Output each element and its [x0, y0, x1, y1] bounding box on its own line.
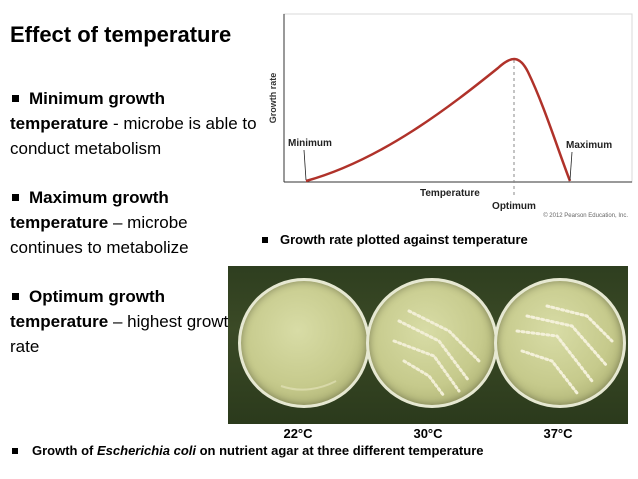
slide-title: Effect of temperature — [10, 22, 232, 47]
growth-rate-graph: Growth rate Minimum Maximum Temperature … — [268, 13, 633, 219]
maximum-pointer — [569, 151, 573, 181]
bullet-maximum: Maximum growth temperature – microbe con… — [10, 185, 260, 260]
x-axis-label: Temperature — [420, 188, 480, 199]
bullet-optimum: Optimum growth temperature – highest gro… — [10, 284, 260, 359]
minimum-pointer — [303, 149, 307, 181]
growth-curve — [305, 57, 572, 183]
colony-streaks — [515, 304, 614, 395]
maximum-label: Maximum — [566, 140, 612, 151]
temp-label-37: 37°C — [543, 426, 573, 441]
bullet-minimum: Minimum growth temperature - microbe is … — [10, 86, 260, 161]
minimum-label: Minimum — [288, 138, 332, 149]
bullet-text: – microbe continues to metabolize — [10, 213, 189, 257]
photo-caption: Growth of Escherichia coli on nutrient a… — [12, 443, 484, 458]
photo-caption-before: Growth of — [32, 443, 97, 458]
square-bullet-icon — [12, 95, 19, 103]
graph-caption: Growth rate plotted against temperature — [262, 232, 528, 247]
square-bullet-icon — [12, 194, 19, 202]
bullet-list: Minimum growth temperature - microbe is … — [10, 86, 260, 383]
graph-caption-text: Growth rate plotted against temperature — [280, 232, 528, 247]
colony-streaks — [392, 309, 481, 398]
photo-caption-after: on nutrient agar at three different temp… — [196, 443, 484, 458]
bullet-term: Maximum growth temperature — [10, 188, 169, 232]
bullet-text: – highest growth rate — [10, 312, 238, 356]
square-bullet-icon — [12, 293, 19, 301]
petri-dish-30c — [366, 278, 498, 408]
photo-caption-species: Escherichia coli — [97, 443, 196, 458]
square-bullet-icon — [12, 447, 18, 454]
square-bullet-icon — [262, 236, 268, 243]
bullet-term: Minimum growth temperature — [10, 89, 165, 133]
optimum-label: Optimum — [492, 201, 536, 212]
y-axis-label: Growth rate — [268, 73, 278, 124]
copyright-text: © 2012 Pearson Education, Inc. — [543, 212, 628, 219]
petri-dish-photo — [228, 266, 628, 424]
temp-label-30: 30°C — [413, 426, 443, 441]
bullet-term: Optimum growth temperature — [10, 287, 165, 331]
sparse-growth-marks — [280, 380, 337, 391]
petri-dish-37c — [494, 278, 626, 408]
temp-label-22: 22°C — [283, 426, 313, 441]
bullet-text: - microbe is able to conduct metabolism — [10, 114, 257, 158]
petri-dish-22c — [238, 278, 370, 408]
